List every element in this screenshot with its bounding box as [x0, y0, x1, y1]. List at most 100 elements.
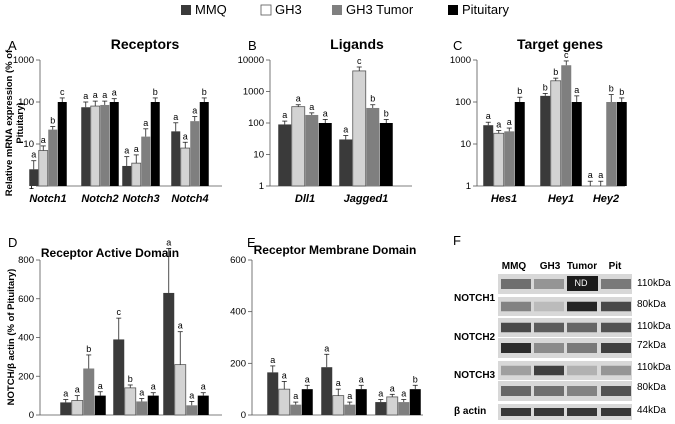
panel-d-bar-gh3-1 [124, 387, 137, 416]
blot-strip-notch3-80-lane-2 [534, 386, 564, 396]
blot-strip-notch2-110-lane-4 [601, 322, 631, 333]
panel-e-sig-letter: a [324, 343, 329, 353]
blot-strip-notch3-80-lane-4 [601, 386, 631, 396]
panel-c-ytick-label: 100 [455, 97, 471, 108]
panel-e-ytick-label: 600 [230, 255, 246, 266]
panel-b-sig-letter: a [296, 94, 301, 104]
panel-d-sig-letter: a [189, 390, 194, 400]
blot-strip-notch1-110 [498, 274, 632, 294]
panel-a-title: Receptors [111, 36, 180, 52]
panel-a-ytick-label: 10 [23, 139, 34, 150]
panel-d-ytick-label: 600 [18, 294, 34, 305]
panel-c-category-label: Hes1 [491, 193, 517, 205]
panel-c-category-label: Hey1 [548, 193, 574, 205]
panel-d-sig-letter: a [151, 382, 156, 392]
panel-a-sig-letter: b [202, 87, 207, 97]
panel-d-ytick-label: 0 [29, 410, 34, 421]
panel-b-bar-mmq-1 [339, 139, 353, 186]
panel-b-ytick-label: 10000 [238, 55, 264, 66]
blot-size-label-3: 110kDa [637, 321, 671, 332]
panel-e-ytick-label: 0 [241, 410, 246, 421]
panel-a-bar-gh3-3 [180, 147, 191, 187]
panel-d-bar-mmq-1 [113, 339, 125, 415]
panel-e-bar-mmq-2 [375, 402, 387, 415]
blot-strip-notch1-80-lane-2 [534, 301, 564, 312]
panel-e-sig-letter: a [347, 391, 352, 401]
panel-letter-f: F [453, 233, 461, 248]
panel-d-bar-gh3-tumor-1 [136, 401, 148, 415]
panel-d-sig-letter: a [139, 388, 144, 398]
blot-nd-label: ND [575, 278, 588, 288]
blot-strip-notch3-80 [498, 381, 632, 401]
legend-label-gh3: GH3 [275, 2, 302, 17]
panel-c-bar-mmq-0 [483, 125, 494, 186]
panel-a-sig-letter: a [93, 90, 98, 100]
panel-b-ytick-label: 1 [259, 181, 264, 192]
panel-e-sig-letter: a [390, 383, 395, 393]
blot-size-label-5: 110kDa [637, 362, 671, 373]
panel-a-bar-mmq-1 [81, 107, 91, 186]
panel-e-bar-mmq-1 [321, 367, 333, 415]
panel-e-category-label: NOTCH3 [376, 422, 419, 424]
panel-e-bar-pituitary-2 [409, 389, 421, 415]
blot-strip-notch2-72-lane-2 [534, 343, 564, 353]
panel-d-bar-gh3-tumor-2 [186, 405, 198, 415]
panel-e-bar-pituitary-0 [301, 389, 313, 415]
panel-d-bar-gh3-2 [174, 364, 187, 416]
panel-e-sig-letter: a [378, 389, 383, 399]
panel-c-sig-letter: b [553, 67, 558, 77]
legend-swatch-gh3-tumor [332, 5, 342, 15]
panel-d-bar-gh3-0 [71, 400, 84, 416]
blot-column-label-mmq: MMQ [502, 261, 527, 272]
blot-strip-notch1-80-lane-4 [601, 301, 631, 312]
panel-c-sig-letter: a [486, 111, 491, 121]
blot-size-label-2: 80kDa [637, 299, 666, 310]
panel-a-sig-letter: a [143, 118, 148, 128]
panel-a-bar-mmq-0 [29, 169, 39, 186]
panel-a-sig-letter: a [183, 131, 188, 141]
panel-a-bar-gh3-tumor-2 [141, 136, 151, 186]
panel-d-ytick-label: 200 [18, 371, 34, 382]
panel-b-ytick-label: 100 [248, 118, 264, 129]
panel-e-bar-gh3-tumor-0 [290, 404, 302, 415]
panel-c-bar-pituitary-2 [616, 102, 627, 186]
blot-strip-notch1-110-lane-4 [601, 279, 631, 289]
panel-a-sig-letter: a [83, 91, 88, 101]
blot-strip-beta-actin-lane-1 [501, 408, 531, 416]
blot-strip-notch1-110-lane-2 [534, 279, 564, 289]
panel-d-category-label: NOTCH1 [61, 422, 104, 424]
panel-c-bar-gh3-tumor-2 [606, 102, 617, 186]
panel-b-bar-pituitary-1 [379, 123, 393, 186]
panel-e-sig-letter: a [282, 370, 287, 380]
panel-b-title: Ligands [330, 36, 384, 52]
panel-d-title: Receptor Active Domain [41, 246, 179, 260]
panel-d-sig-letter: c [117, 307, 122, 317]
panel-c-sig-letter: b [517, 86, 522, 96]
panel-e-bar-gh3-tumor-2 [398, 402, 410, 415]
panel-a-sig-letter: a [112, 88, 117, 98]
panel-d-sig-letter: a [201, 382, 206, 392]
panel-e-sig-letter: b [413, 374, 418, 384]
panel-e-bar-gh3-0 [278, 388, 291, 416]
panel-d-ylabel: NOTCH/β actin (% of Pituitary) [6, 269, 17, 406]
legend-swatch-pituitary [448, 5, 458, 15]
blot-strip-notch2-110-lane-3 [567, 322, 597, 333]
panel-b-ytick-label: 10 [253, 150, 264, 161]
panel-a-bar-gh3-tumor-3 [190, 121, 200, 186]
panel-d-sig-letter: a [63, 389, 68, 399]
blot-strip-beta-actin-lane-3 [567, 408, 597, 416]
panel-a-category-label: Notch3 [122, 193, 159, 205]
panel-e-letter: E [247, 235, 256, 250]
panel-e-category-label: NOTCH2 [322, 422, 365, 424]
panel-c-ytick-label: 10 [460, 139, 471, 150]
panel-a-sig-letter: a [124, 146, 129, 156]
legend: MMQ GH3 GH3 Tumor Pituitary [181, 2, 509, 17]
blot-strip-notch2-72 [498, 338, 632, 358]
blot-strips [498, 274, 632, 420]
panel-e-sig-letter: a [336, 378, 341, 388]
blot-row-label-notch1: NOTCH1 [454, 293, 496, 304]
panel-a-bar-gh3-1 [90, 105, 101, 187]
panel-a-bar-gh3-0 [38, 150, 49, 187]
